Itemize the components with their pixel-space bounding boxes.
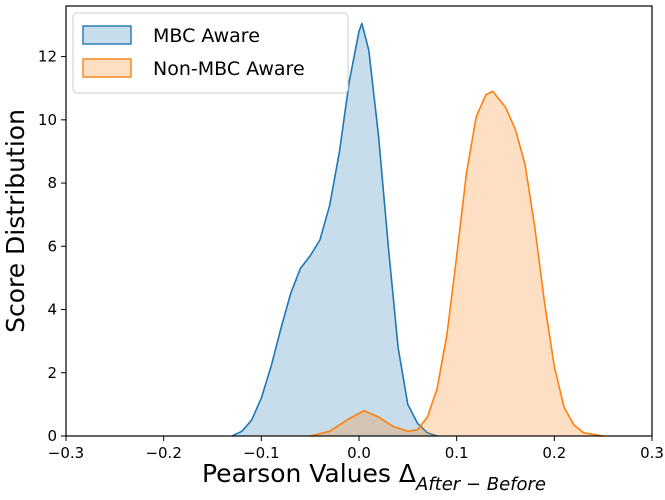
x-axis-label-subscript: After − Before	[415, 474, 546, 495]
x-tick-label: −0.1	[243, 444, 279, 462]
y-axis: 0 2 4 6 8 10 12	[38, 48, 66, 445]
y-tick-label: 2	[47, 364, 57, 382]
legend-label-mbc-aware: MBC Aware	[153, 25, 260, 47]
x-tick-label: −0.2	[145, 444, 181, 462]
legend: MBC Aware Non-MBC Aware	[72, 12, 349, 94]
x-axis-label-main: Pearson Values Δ	[202, 459, 416, 488]
x-axis-label: Pearson Values ΔAfter − Before	[202, 459, 546, 495]
y-tick-label: 12	[38, 48, 57, 66]
x-tick-label: 0.3	[640, 444, 664, 462]
x-tick-label: 0.0	[347, 444, 371, 462]
y-axis-label: Score Distribution	[1, 109, 30, 333]
x-tick-label: 0.2	[542, 444, 566, 462]
x-tick-label: −0.3	[48, 444, 84, 462]
x-tick-label: 0.1	[445, 444, 469, 462]
non-mbc-aware-area	[310, 91, 604, 437]
y-tick-label: 8	[47, 174, 57, 192]
y-tick-label: 10	[38, 111, 57, 129]
legend-label-non-mbc-aware: Non-MBC Aware	[153, 58, 305, 80]
y-tick-label: 0	[47, 427, 57, 445]
mbc-aware-area	[232, 23, 438, 437]
legend-swatch-non-mbc-aware	[82, 58, 132, 78]
series-layer	[231, 22, 604, 437]
mbc-aware-line	[231, 22, 438, 437]
non-mbc-aware-line	[310, 90, 604, 437]
legend-box	[72, 12, 349, 94]
x-axis: −0.3 −0.2 −0.1 0.0 0.1 0.2 0.3	[48, 436, 664, 462]
y-tick-label: 6	[47, 237, 57, 255]
legend-swatch-mbc-aware	[82, 25, 132, 45]
y-tick-label: 4	[47, 301, 57, 319]
